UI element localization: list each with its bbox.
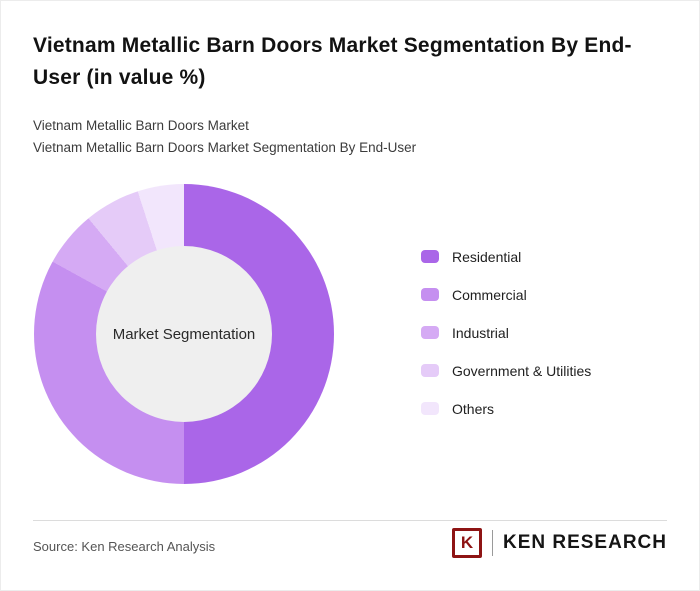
donut-center: Market Segmentation: [96, 246, 272, 422]
legend-swatch: [421, 364, 439, 377]
legend-item: Commercial: [421, 284, 591, 305]
legend-item: Others: [421, 398, 591, 419]
ken-research-k-icon: K: [451, 528, 482, 558]
legend-swatch: [421, 326, 439, 339]
legend-label: Industrial: [452, 324, 509, 341]
chart-subtitles: Vietnam Metallic Barn Doors Market Vietn…: [33, 115, 416, 159]
page-title: Vietnam Metallic Barn Doors Market Segme…: [33, 34, 632, 89]
ken-research-wordmark: KEN RESEARCH: [502, 532, 667, 553]
legend-label: Government & Utilities: [452, 362, 592, 379]
ken-research-logo: K KEN RESEARCH: [451, 528, 667, 558]
chart-subtitle-segmentation: Vietnam Metallic Barn Doors Market Segme…: [33, 140, 417, 155]
legend-label: Commercial: [452, 286, 527, 303]
legend-item: Residential: [421, 246, 591, 267]
legend-swatch: [421, 402, 439, 415]
chart-legend: Residential Commercial Industrial Governmen…: [421, 246, 591, 419]
legend-item: Government & Utilities: [421, 360, 591, 381]
donut-center-label: Market Segmentation: [112, 325, 256, 343]
legend-swatch: [421, 250, 439, 263]
chart-subtitle-market: Vietnam Metallic Barn Doors Market: [33, 118, 249, 133]
legend-swatch: [421, 288, 439, 301]
donut-chart: Market Segmentation: [34, 184, 334, 484]
legend-label: Residential: [452, 248, 522, 265]
logo-divider: [491, 530, 493, 556]
source-note: Source: Ken Research Analysis: [33, 539, 216, 554]
legend-item: Industrial: [421, 322, 591, 343]
legend-label: Others: [452, 400, 495, 417]
footer-divider: [33, 520, 667, 521]
